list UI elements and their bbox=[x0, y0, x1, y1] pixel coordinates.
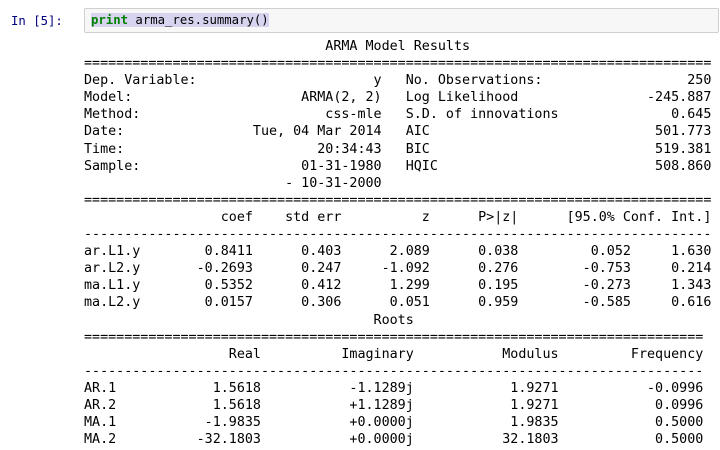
code-keyword: print bbox=[91, 13, 129, 27]
input-prompt: In [5]: bbox=[11, 14, 63, 28]
code-cell: In [5]: print arma_res.summary() bbox=[0, 0, 720, 33]
code-selection: print arma_res.summary() bbox=[91, 13, 269, 27]
cell-output-text: ARMA Model Results =====================… bbox=[84, 39, 712, 448]
code-text: arma_res.summary() bbox=[128, 13, 269, 27]
code-editor-input[interactable]: print arma_res.summary() bbox=[84, 8, 719, 33]
output-area: ARMA Model Results =====================… bbox=[0, 38, 720, 448]
